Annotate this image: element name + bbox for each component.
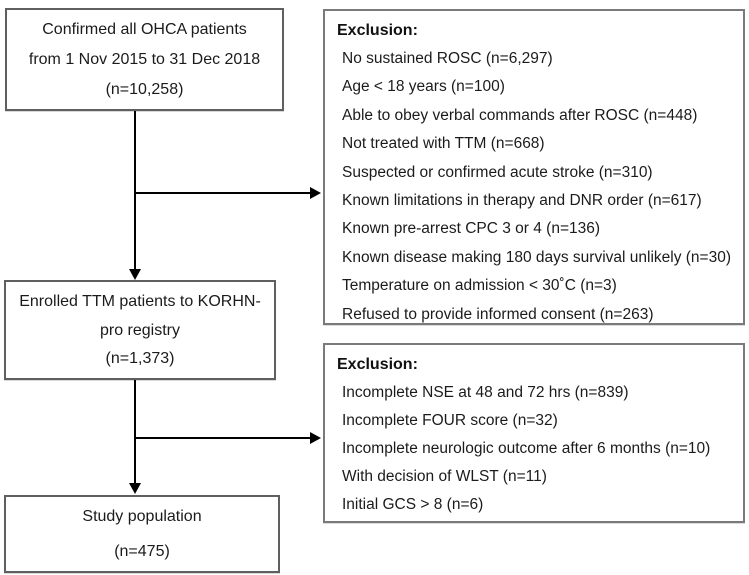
exclusion-box-2: Exclusion: Incomplete NSE at 48 and 72 h…: [323, 343, 745, 523]
box-study-population: Study population (n=475): [4, 495, 280, 573]
arrowhead-down-icon: [129, 483, 141, 494]
exclusion-1-item: Known limitations in therapy and DNR ord…: [342, 192, 702, 210]
exclusion-2-item: Incomplete FOUR score (n=32): [342, 412, 558, 429]
exclusion-2-item: Incomplete neurologic outcome after 6 mo…: [342, 440, 711, 457]
exclusion-2-item: With decision of WLST (n=11): [342, 468, 547, 485]
arrowhead-right-icon: [310, 187, 321, 199]
exclusion-1-item: Temperature on admission < 30˚C (n=3): [342, 277, 617, 295]
box-confirmed-ohca: Confirmed all OHCA patients from 1 Nov 2…: [5, 8, 284, 111]
exclusion-1-item: Suspected or confirmed acute stroke (n=3…: [342, 163, 653, 181]
exclusion-box-1: Exclusion: No sustained ROSC (n=6,297) A…: [323, 9, 745, 325]
box-confirmed-count: (n=10,258): [105, 81, 184, 98]
box-study-line1: Study population: [82, 508, 202, 525]
exclusion-2-item: Incomplete NSE at 48 and 72 hrs (n=839): [342, 384, 629, 401]
exclusion-2-title: Exclusion:: [337, 356, 418, 373]
exclusion-2-item: Initial GCS > 8 (n=6): [342, 496, 484, 513]
exclusion-1-item: Refused to provide informed consent (n=2…: [342, 305, 654, 323]
exclusion-1-item: Not treated with TTM (n=668): [342, 135, 545, 153]
connector-line-to-exclusion-2: [134, 437, 310, 439]
connector-line-enrolled-to-study: [134, 380, 136, 483]
box-confirmed-line2: from 1 Nov 2015 to 31 Dec 2018: [28, 51, 261, 68]
connector-line-to-exclusion-1: [134, 192, 310, 194]
exclusion-1-item: Known disease making 180 days survival u…: [342, 248, 731, 266]
exclusion-1-item: No sustained ROSC (n=6,297): [342, 50, 553, 67]
box-enrolled-count: (n=1,373): [105, 350, 175, 367]
box-enrolled-ttm: Enrolled TTM patients to KORHN- pro regi…: [4, 280, 276, 380]
arrowhead-down-icon: [129, 269, 141, 280]
box-enrolled-line2: pro registry: [99, 321, 181, 339]
box-study-count: (n=475): [114, 543, 170, 560]
box-enrolled-line1: Enrolled TTM patients to KORHN-: [19, 293, 261, 310]
connector-line-confirmed-to-enrolled: [134, 111, 136, 271]
exclusion-1-title: Exclusion:: [337, 22, 418, 39]
arrowhead-right-icon: [310, 432, 321, 444]
exclusion-1-item: Known pre-arrest CPC 3 or 4 (n=136): [342, 220, 601, 238]
exclusion-1-item: Able to obey verbal commands after ROSC …: [342, 106, 698, 124]
exclusion-1-item: Age < 18 years (n=100): [342, 78, 505, 96]
box-confirmed-line1: Confirmed all OHCA patients: [42, 21, 247, 38]
